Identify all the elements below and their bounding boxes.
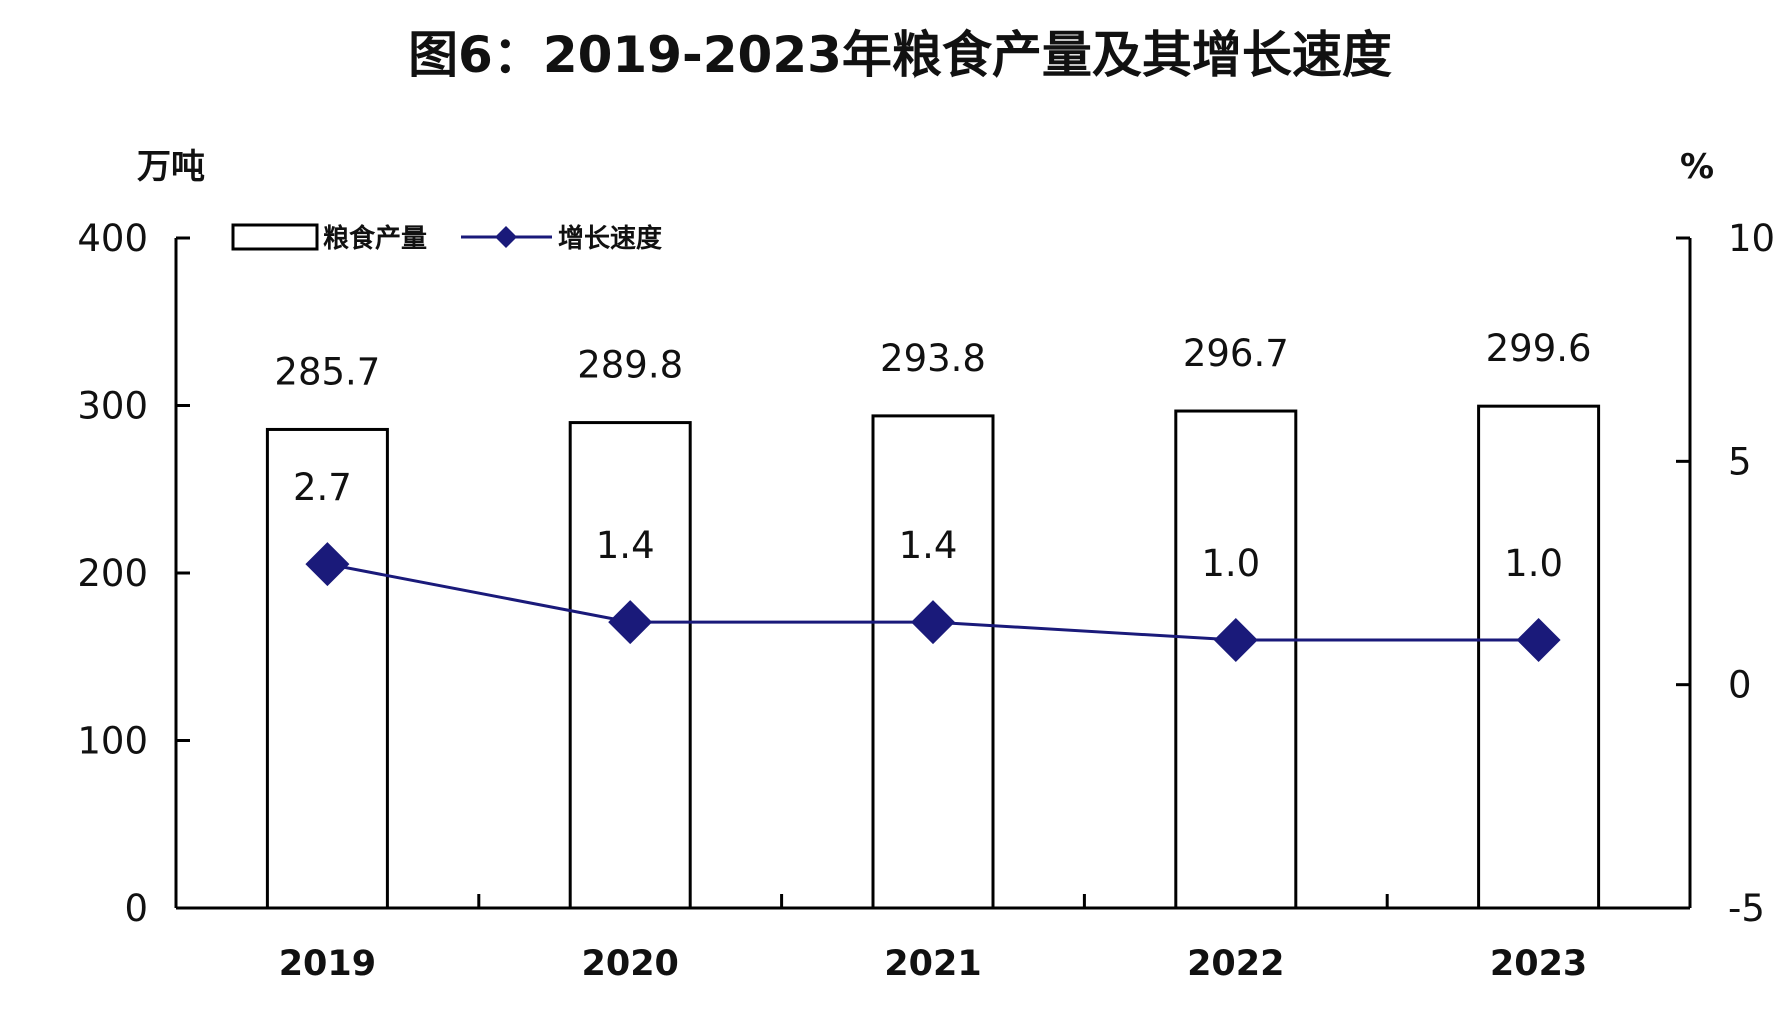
- line-data-label: 1.0: [1504, 542, 1563, 585]
- x-tick-label: 2023: [1490, 944, 1587, 984]
- right-tick-label: -5: [1728, 887, 1765, 930]
- line-point: [911, 600, 955, 645]
- left-tick-label: 100: [77, 720, 148, 763]
- right-tick-label: 10: [1728, 217, 1775, 260]
- bar-data-label: 289.8: [577, 344, 683, 387]
- legend: 粮食产量 增长速度: [231, 223, 662, 254]
- left-tick-label: 300: [77, 385, 148, 428]
- line-point: [1516, 618, 1561, 662]
- line-data-label: 1.4: [596, 524, 655, 567]
- bar-data-label: 296.7: [1183, 332, 1289, 375]
- chart-title: 图6：2019-2023年粮食产量及其增长速度: [408, 26, 1392, 84]
- legend-label-line: 增长速度: [558, 223, 662, 254]
- legend-swatch-marker: [495, 226, 517, 248]
- x-tick-label: 2022: [1187, 944, 1284, 984]
- x-tick-label: 2020: [581, 944, 678, 984]
- left-tick-label: 0: [124, 887, 148, 930]
- line-data-label: 2.7: [293, 466, 352, 509]
- right-axis-unit: %: [1680, 147, 1714, 187]
- line-point: [1213, 618, 1258, 662]
- bar-series: 285.7 289.8 293.8 296.7 299.6: [265, 327, 1601, 910]
- bar-data-label: 285.7: [274, 350, 380, 393]
- bar: [568, 421, 692, 910]
- x-tick-label: 2021: [884, 944, 981, 984]
- right-tick-label: 0: [1728, 664, 1752, 707]
- line-data-label: 1.0: [1201, 542, 1260, 585]
- axes: 0 100 200 300 400 -5 0 5 10 2019 2020 2021 2022 2023: [77, 217, 1775, 984]
- x-tick-label: 2019: [279, 944, 376, 984]
- left-tick-label: 400: [77, 217, 148, 260]
- bar: [871, 414, 995, 910]
- right-tick-label: 5: [1728, 440, 1752, 483]
- line-data-label: 1.4: [899, 524, 958, 567]
- bar-data-label: 293.8: [880, 337, 986, 380]
- line-point: [305, 542, 350, 587]
- left-tick-label: 200: [77, 552, 148, 595]
- left-axis-unit: 万吨: [137, 147, 205, 187]
- legend-swatch-bar: [231, 223, 319, 251]
- bar: [265, 427, 389, 910]
- legend-label-bar: 粮食产量: [323, 223, 427, 254]
- bar-data-label: 299.6: [1486, 327, 1592, 370]
- line-point: [608, 600, 653, 645]
- line-series: 2.7 1.4 1.4 1.0 1.0: [293, 466, 1563, 662]
